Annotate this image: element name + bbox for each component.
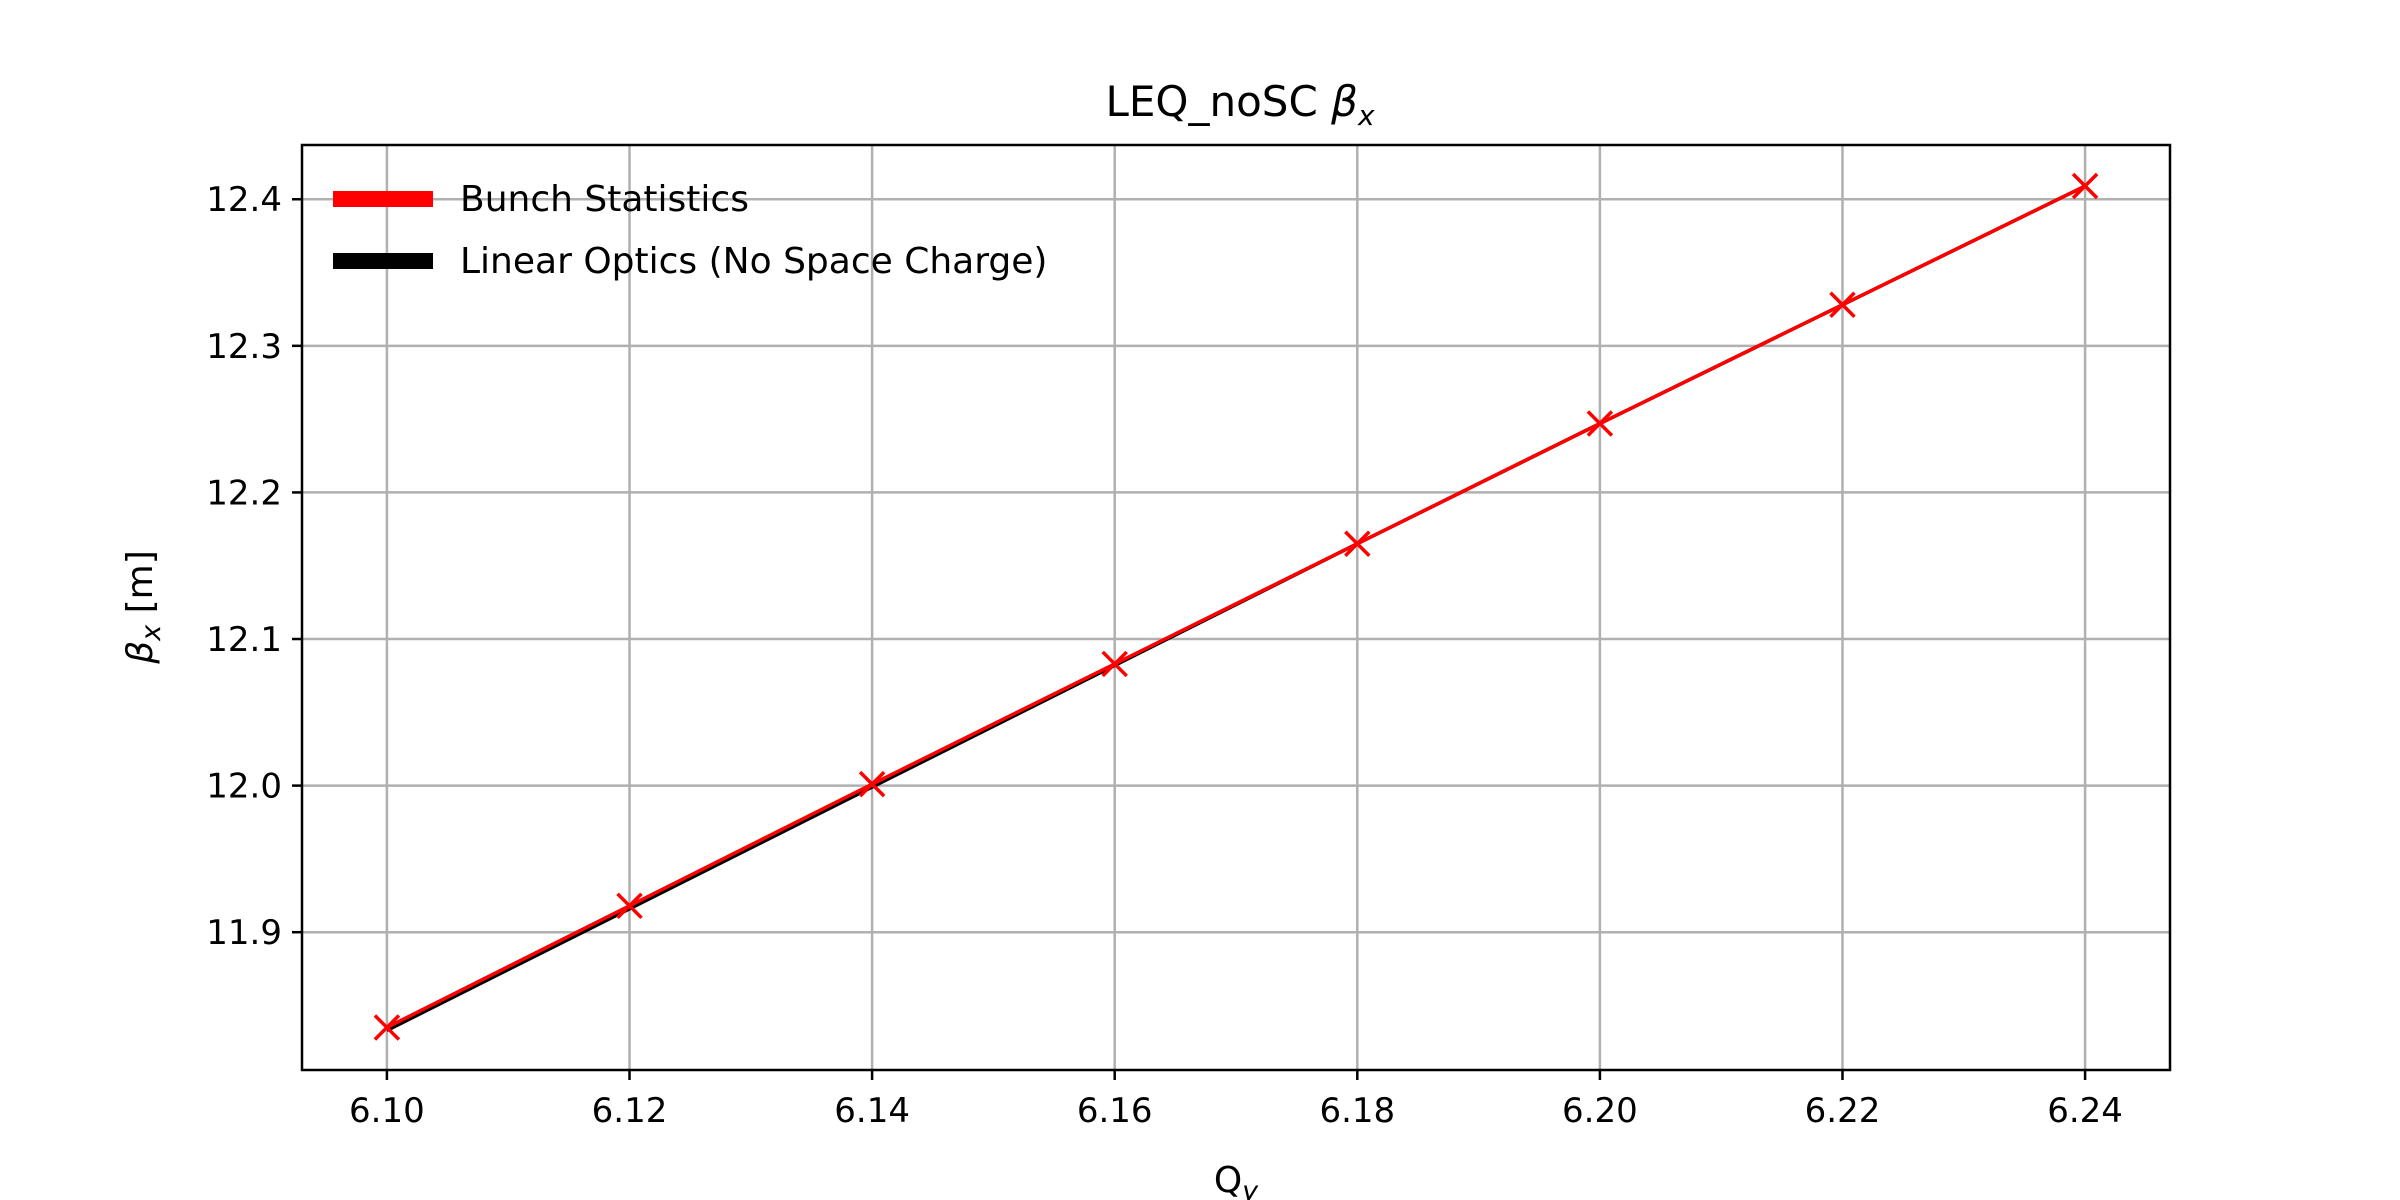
data-point-marker xyxy=(1101,650,1128,678)
x-tick-label: 6.20 xyxy=(1562,1091,1638,1131)
marker-stroke xyxy=(858,770,886,798)
marker-stroke xyxy=(373,1014,401,1041)
y-tick-label: 12.3 xyxy=(206,327,282,367)
grid-layer xyxy=(302,145,2170,1070)
y-tick-label: 12.4 xyxy=(206,180,282,220)
y-tick-label: 12.1 xyxy=(206,620,282,660)
y-axis-label: βx [m] xyxy=(120,550,167,665)
y-tick-label: 12.2 xyxy=(206,473,282,513)
x-tick-label: 6.18 xyxy=(1319,1091,1395,1131)
data-point-marker xyxy=(2071,172,2099,200)
x-tick-label: 6.12 xyxy=(592,1091,668,1131)
marker-stroke xyxy=(1586,410,1614,437)
marker-stroke xyxy=(616,892,643,920)
y-tick-label: 11.9 xyxy=(206,913,282,953)
marker-stroke xyxy=(1101,650,1128,678)
x-tick-label: 6.24 xyxy=(2047,1091,2123,1131)
data-point-marker xyxy=(616,892,643,920)
marker-stroke xyxy=(1829,291,1856,319)
data-point-marker xyxy=(858,770,886,798)
x-axis-label: Qy xyxy=(1214,1160,1259,1200)
marker-stroke xyxy=(2071,172,2099,200)
legend: Bunch Statistics Linear Optics (No Space … xyxy=(333,179,1047,282)
x-tick-label: 6.16 xyxy=(1077,1091,1153,1131)
data-point-marker xyxy=(1344,530,1371,557)
tick-layer: 6.10 6.12 6.14 6.16 6.18 6.20 6.22 6.24 11.9 12.0… xyxy=(206,180,2123,1131)
x-tick-label: 6.22 xyxy=(1805,1091,1881,1131)
series-layer xyxy=(373,172,2099,1041)
x-tick-label: 6.14 xyxy=(834,1091,910,1131)
series-line xyxy=(386,184,2086,1030)
data-point-marker xyxy=(373,1014,401,1041)
marker-stroke xyxy=(1344,530,1371,557)
legend-label: Bunch Statistics xyxy=(460,179,749,220)
x-tick-label: 6.10 xyxy=(349,1091,425,1131)
legend-label: Linear Optics (No Space Charge) xyxy=(460,241,1047,282)
plot-frame xyxy=(300,143,2172,1072)
data-point-marker xyxy=(1829,291,1856,319)
y-tick-label: 12.0 xyxy=(206,767,282,807)
data-point-marker xyxy=(1586,410,1614,437)
chart-title: LEQ_noSC βx xyxy=(1105,77,1374,132)
